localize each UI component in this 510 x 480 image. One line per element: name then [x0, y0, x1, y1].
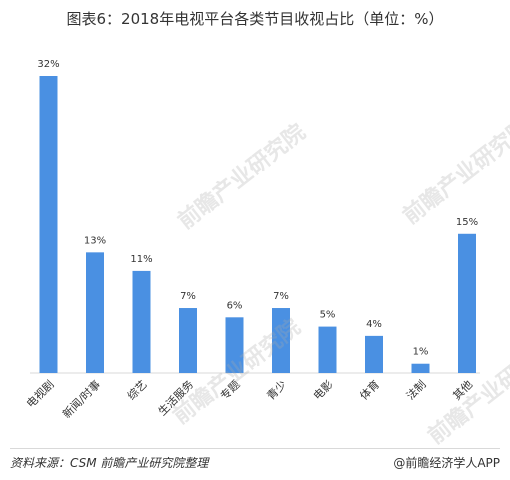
- category-label: 综艺: [124, 377, 149, 402]
- data-label: 11%: [130, 254, 152, 265]
- data-label: 1%: [413, 347, 429, 358]
- footer-divider: [10, 448, 500, 449]
- bar: [411, 363, 430, 373]
- data-label: 7%: [273, 291, 289, 302]
- bar: [365, 335, 383, 373]
- data-label: 15%: [456, 217, 478, 228]
- category-label: 体育: [357, 377, 382, 402]
- bar-chart: 32%电视剧13%新闻/时事11%综艺7%生活服务6%专题7%青少5%电影4%体…: [23, 59, 480, 421]
- category-label: 新闻/时事: [59, 377, 103, 421]
- bar: [225, 317, 244, 373]
- data-label: 7%: [180, 291, 196, 302]
- brand-credit: @前瞻经济学人APP: [393, 456, 500, 470]
- bar: [39, 76, 58, 373]
- bar: [458, 233, 476, 373]
- data-label: 5%: [320, 310, 336, 321]
- bar: [318, 326, 337, 373]
- data-label: 6%: [227, 300, 243, 311]
- bar: [272, 308, 290, 373]
- data-label: 32%: [37, 59, 59, 70]
- category-label: 青少: [264, 378, 289, 403]
- bar: [86, 252, 104, 373]
- chart-title: 图表6：2018年电视平台各类节目收视占比（单位：%）: [66, 10, 444, 28]
- bar: [132, 270, 151, 373]
- bar: [179, 308, 197, 373]
- data-label: 4%: [366, 319, 382, 330]
- category-label: 电视剧: [23, 377, 56, 410]
- data-label: 13%: [84, 235, 106, 246]
- source-note: 资料来源：CSM 前瞻产业研究院整理: [10, 456, 209, 470]
- category-label: 电影: [311, 378, 336, 403]
- category-label: 法制: [403, 377, 428, 402]
